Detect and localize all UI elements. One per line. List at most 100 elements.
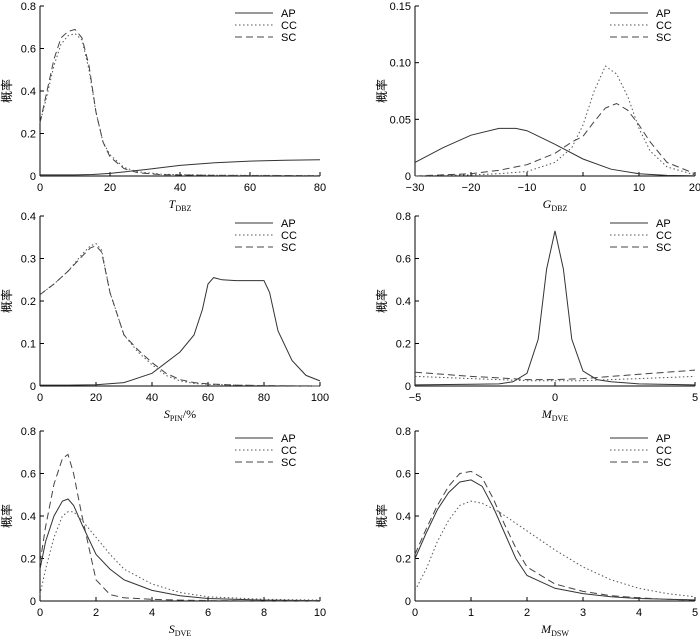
series-line-ap [414,479,696,601]
y-tick-label: 0.4 [21,86,36,98]
x-tick-label: 2 [93,607,99,619]
y-tick-label: 0.6 [21,44,36,56]
series-line-ap [40,159,321,176]
x-axis-label: SDVE [169,622,192,637]
x-axis-label: TDBZ [169,197,192,213]
y-tick-label: 0.2 [21,296,36,308]
x-tick-label: 6 [205,607,211,619]
y-tick-label: 0 [30,381,36,393]
legend-label-ap: AP [281,218,296,230]
legend-label-cc: CC [656,20,672,32]
y-axis-label: 概率 [374,504,389,528]
x-tick-label: 40 [174,182,186,194]
x-axis-label-main: T [169,197,177,211]
y-tick-label: 0.05 [390,114,411,126]
legend-label-sc: SC [281,32,296,44]
y-axis-label: 概率 [0,504,14,528]
series-line-cc [39,33,321,177]
legend-label-ap: AP [281,433,296,445]
x-axis-label-sub: DVE [175,629,192,637]
y-tick-label: 0.4 [396,511,411,523]
legend-label-ap: AP [656,218,671,230]
series-line-sc [39,245,321,387]
legend-label-cc: CC [656,445,672,457]
x-tick-label: 80 [314,182,326,194]
legend-label-sc: SC [656,242,671,254]
y-tick-label: 0 [30,171,36,183]
x-axis-label-sub: DVE [552,414,569,423]
x-tick-label: 80 [258,392,270,404]
series-line-sc [39,28,321,177]
x-tick-label: 20 [90,392,102,404]
x-tick-label: 5 [692,392,698,404]
y-tick-label: 0.3 [21,254,36,266]
series-line-ap [414,127,696,177]
y-tick-label: 0.1 [21,339,36,351]
x-axis-label: SPIN/% [164,407,196,423]
y-axis-label: 概率 [374,79,389,103]
series-line-cc [414,500,696,598]
x-axis-label: MDVE [541,407,569,423]
x-axis-label-main: M [540,622,552,636]
y-tick-label: 0.8 [21,426,36,438]
y-tick-label: 0.6 [21,469,36,481]
x-tick-label: 60 [244,182,256,194]
y-tick-label: 0.4 [21,511,36,523]
x-tick-label: 20 [104,182,116,194]
y-axis-label: 概率 [0,289,14,313]
legend-label-cc: CC [281,20,297,32]
y-tick-label: 0.8 [396,211,411,223]
legend-label-ap: AP [656,8,671,20]
y-tick-label: 0 [405,381,411,393]
series-line-ap [40,277,321,386]
series-line-cc [39,243,321,387]
y-tick-label: 0.2 [396,339,411,351]
legend-label-sc: SC [281,457,296,469]
x-tick-label: 60 [202,392,214,404]
x-tick-label: 10 [314,607,326,619]
y-tick-label: 0.4 [21,211,36,223]
legend-label-sc: SC [281,242,296,254]
x-tick-label: 2 [524,607,530,619]
x-tick-label: 40 [146,392,158,404]
x-tick-label: 0 [412,607,418,619]
series-line-sc [414,369,696,381]
series-line-sc [414,470,696,601]
legend-label-cc: CC [656,230,672,242]
legend-label-cc: CC [281,230,297,242]
series-line-cc [414,65,696,177]
x-tick-label: 5 [692,607,698,619]
series-line-sc [414,102,696,177]
y-tick-label: 0.6 [396,469,411,481]
series-line-sc [39,453,321,602]
x-axis-label-main: M [541,407,553,421]
x-tick-label: 0 [37,182,43,194]
y-tick-label: 0.8 [21,1,36,13]
x-tick-label: 100 [311,392,329,404]
x-tick-label: 4 [636,607,642,619]
series-line-cc [39,511,321,601]
x-axis-label-main: G [543,197,552,211]
y-axis-label: 概率 [374,289,389,313]
legend-label-ap: AP [656,433,671,445]
x-tick-label: 0 [37,607,43,619]
y-tick-label: 0 [30,596,36,608]
legend-label-sc: SC [656,457,671,469]
series-line-ap [39,498,321,602]
x-axis-label-main: S [169,622,175,636]
y-tick-label: 0.10 [390,58,411,70]
y-tick-label: 0 [405,171,411,183]
y-tick-label: 0.8 [396,426,411,438]
y-axis-label: 概率 [0,79,14,103]
legend-label-ap: AP [281,8,296,20]
legend-label-cc: CC [281,445,297,457]
x-axis-label-sub: DSW [551,629,569,637]
x-axis-label: GDBZ [543,197,568,213]
x-tick-label: 8 [261,607,267,619]
x-axis-label-sub: DBZ [175,204,191,213]
x-axis-label-main: S [164,407,170,421]
